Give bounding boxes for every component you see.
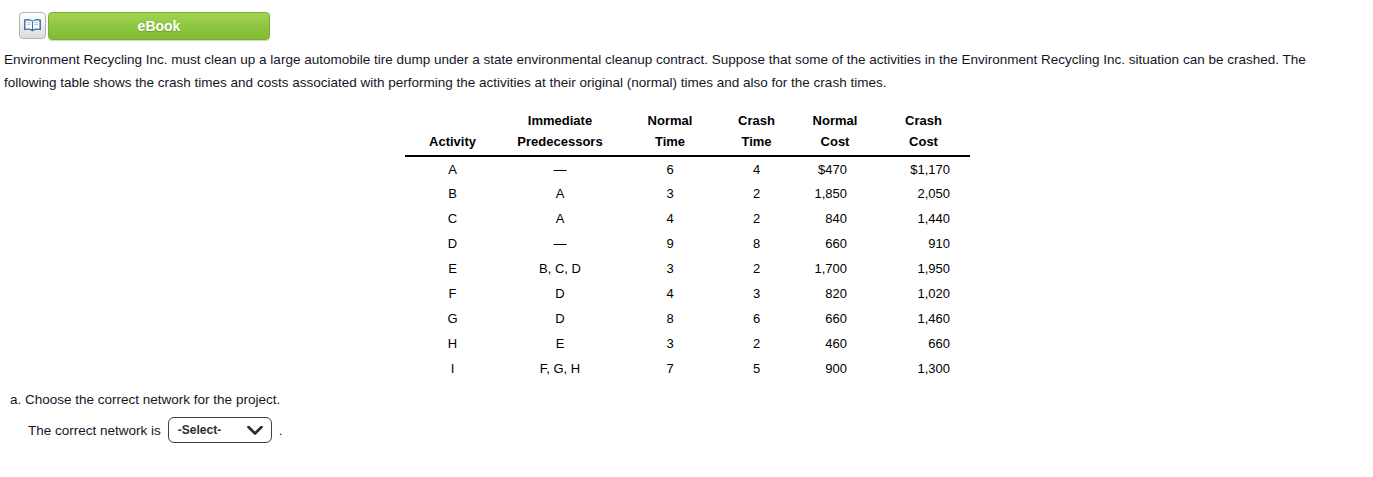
cell-normal-time: 4: [620, 206, 720, 231]
cell-crash-cost: 1,300: [877, 356, 970, 381]
table-row: C A 4 2 840 1,440: [405, 206, 970, 231]
book-icon: [23, 18, 42, 33]
cell-predecessors: —: [500, 231, 620, 256]
cell-crash-cost: 1,440: [877, 206, 970, 231]
cell-activity: B: [405, 181, 500, 206]
question-part-label: a.: [10, 392, 21, 407]
col-normal-cost: Normal Cost: [793, 110, 877, 156]
cell-crash-time: 3: [720, 281, 793, 306]
cell-normal-time: 6: [620, 156, 720, 181]
cell-normal-time: 8: [620, 306, 720, 331]
cell-crash-time: 2: [720, 206, 793, 231]
cell-crash-time: 6: [720, 306, 793, 331]
cell-activity: E: [405, 256, 500, 281]
cell-normal-time: 7: [620, 356, 720, 381]
table-header-row: Activity Immediate Predecessors Normal T…: [405, 110, 970, 156]
cell-predecessors: A: [500, 181, 620, 206]
ebook-button[interactable]: eBook: [48, 12, 270, 40]
cell-predecessors: D: [500, 306, 620, 331]
col-normal-time: Normal Time: [620, 110, 720, 156]
cell-normal-cost: 1,850: [793, 181, 877, 206]
cell-activity: I: [405, 356, 500, 381]
network-select[interactable]: -Select-: [168, 417, 272, 443]
col-immediate-predecessors: Immediate Predecessors: [500, 110, 620, 156]
cell-crash-time: 2: [720, 331, 793, 356]
cell-activity: G: [405, 306, 500, 331]
cell-crash-time: 4: [720, 156, 793, 181]
col-crash-cost: Crash Cost: [877, 110, 970, 156]
table-row: G D 8 6 660 1,460: [405, 306, 970, 331]
cell-normal-cost: 900: [793, 356, 877, 381]
cell-crash-cost: 1,950: [877, 256, 970, 281]
cell-normal-time: 4: [620, 281, 720, 306]
cell-activity: A: [405, 156, 500, 181]
cell-activity: D: [405, 231, 500, 256]
cell-crash-cost: 910: [877, 231, 970, 256]
cell-activity: F: [405, 281, 500, 306]
table-row: D — 9 8 660 910: [405, 231, 970, 256]
cell-crash-time: 8: [720, 231, 793, 256]
cell-crash-cost: 1,020: [877, 281, 970, 306]
cell-predecessors: D: [500, 281, 620, 306]
crash-table: Activity Immediate Predecessors Normal T…: [405, 110, 970, 381]
cell-normal-time: 9: [620, 231, 720, 256]
cell-crash-time: 2: [720, 181, 793, 206]
cell-crash-cost: 1,460: [877, 306, 970, 331]
col-activity: Activity: [405, 110, 500, 156]
cell-normal-time: 3: [620, 181, 720, 206]
cell-crash-cost: 2,050: [877, 181, 970, 206]
cell-activity: C: [405, 206, 500, 231]
network-select-value: -Select-: [178, 423, 221, 437]
chevron-down-icon: [247, 426, 263, 435]
table-row: A — 6 4 $470 $1,170: [405, 156, 970, 181]
table-row: H E 3 2 460 660: [405, 331, 970, 356]
ebook-icon-button[interactable]: [19, 12, 46, 39]
cell-normal-time: 3: [620, 256, 720, 281]
cell-normal-time: 3: [620, 331, 720, 356]
table-row: F D 4 3 820 1,020: [405, 281, 970, 306]
question-prompt: Choose the correct network for the proje…: [25, 392, 280, 407]
answer-suffix: .: [279, 423, 283, 438]
cell-crash-time: 5: [720, 356, 793, 381]
page: eBook Environment Recycling Inc. must cl…: [0, 0, 1373, 477]
cell-predecessors: E: [500, 331, 620, 356]
cell-normal-cost: 660: [793, 306, 877, 331]
cell-predecessors: F, G, H: [500, 356, 620, 381]
table-row: I F, G, H 7 5 900 1,300: [405, 356, 970, 381]
cell-activity: H: [405, 331, 500, 356]
cell-predecessors: B, C, D: [500, 256, 620, 281]
cell-crash-cost: $1,170: [877, 156, 970, 181]
answer-prefix: The correct network is: [28, 423, 161, 438]
answer-line: The correct network is -Select- .: [28, 417, 283, 443]
question-part-a: a. Choose the correct network for the pr…: [10, 392, 280, 407]
problem-statement: Environment Recycling Inc. must clean up…: [4, 49, 1360, 94]
cell-normal-cost: 660: [793, 231, 877, 256]
cell-predecessors: —: [500, 156, 620, 181]
cell-predecessors: A: [500, 206, 620, 231]
cell-normal-cost: 840: [793, 206, 877, 231]
cell-normal-cost: 1,700: [793, 256, 877, 281]
col-crash-time: Crash Time: [720, 110, 793, 156]
cell-crash-time: 2: [720, 256, 793, 281]
cell-crash-cost: 660: [877, 331, 970, 356]
cell-normal-cost: $470: [793, 156, 877, 181]
table-row: B A 3 2 1,850 2,050: [405, 181, 970, 206]
ebook-button-label: eBook: [138, 18, 181, 34]
cell-normal-cost: 820: [793, 281, 877, 306]
cell-normal-cost: 460: [793, 331, 877, 356]
table-row: E B, C, D 3 2 1,700 1,950: [405, 256, 970, 281]
